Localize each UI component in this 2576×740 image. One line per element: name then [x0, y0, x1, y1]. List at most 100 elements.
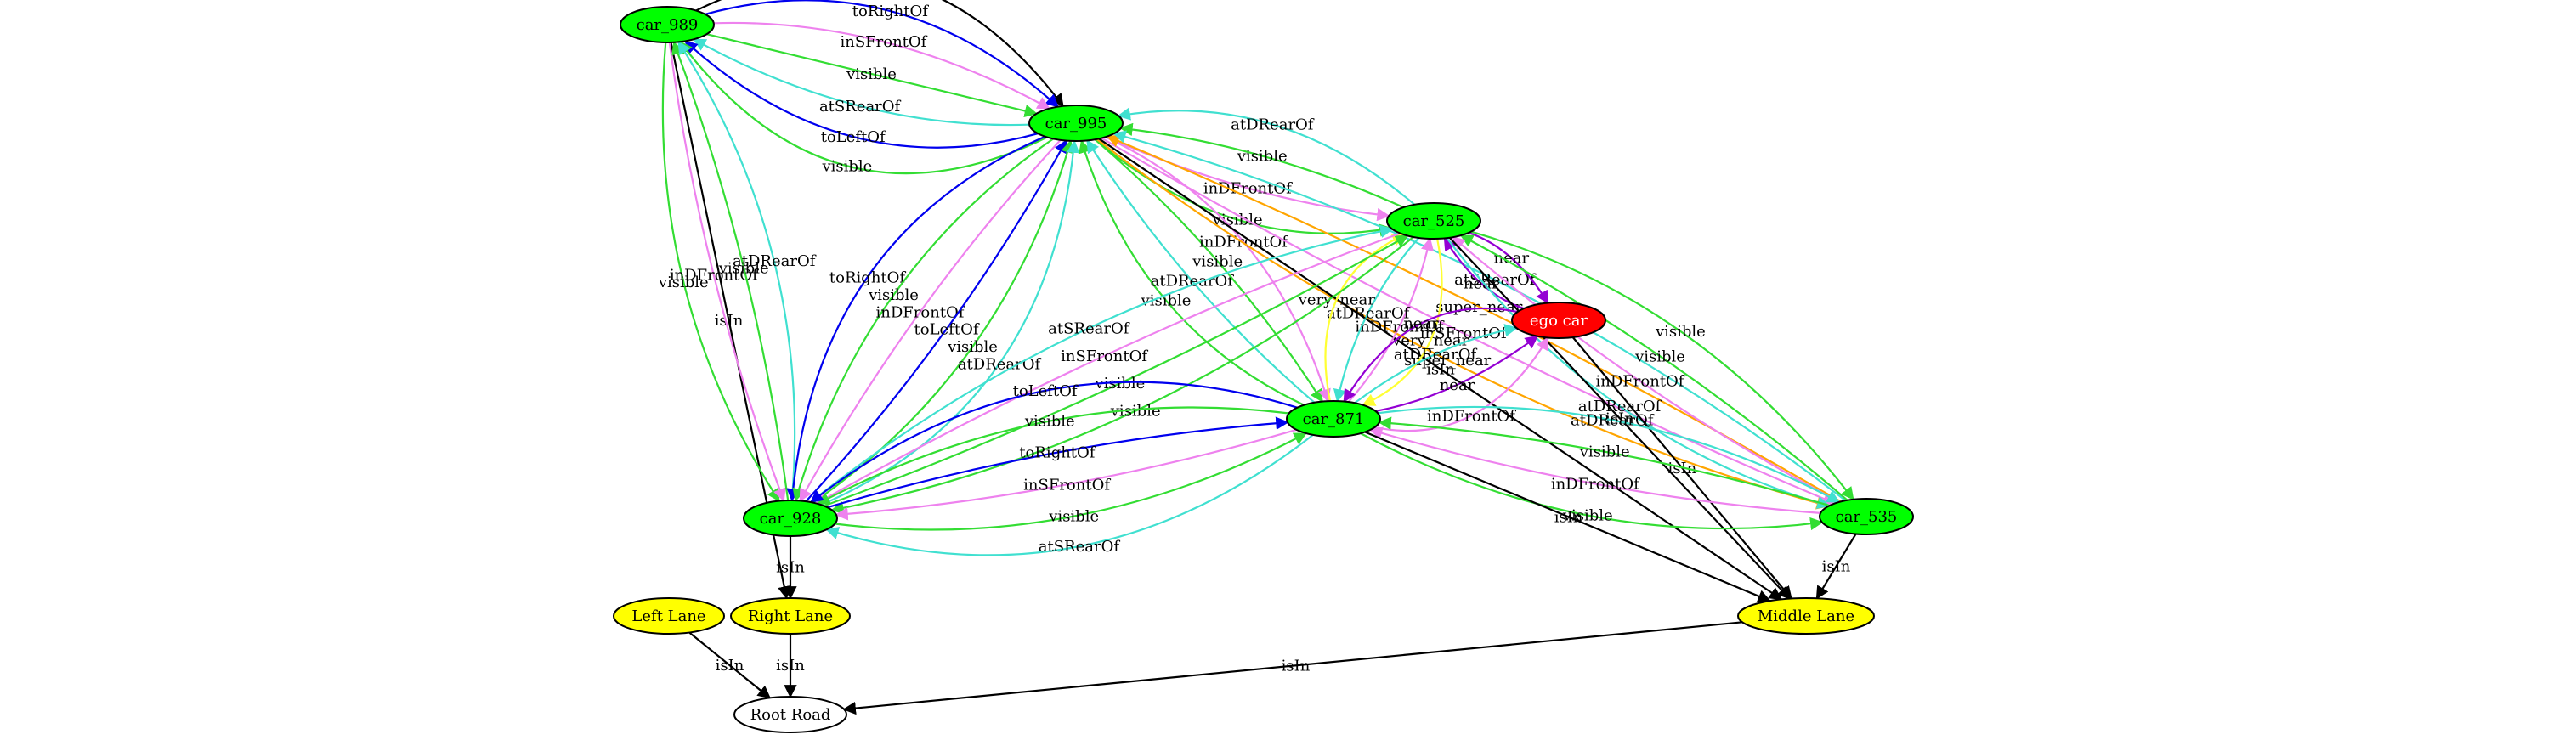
edge-label: atDRearOf — [1231, 116, 1315, 133]
edge-car_525-car_871-atDRearOf — [1333, 237, 1420, 403]
edge-label: inSFrontOf — [840, 33, 927, 51]
edge-label: atDRearOf — [958, 356, 1042, 374]
edge-label: visible — [947, 338, 998, 356]
edge-car_525-car_871-very_near — [1362, 238, 1443, 406]
edge-label: near — [1464, 274, 1499, 292]
edge-car_928-car_995-toLeftOf — [805, 139, 1067, 502]
node-label: ego car — [1530, 312, 1588, 330]
node-label: Middle Lane — [1758, 607, 1854, 625]
node-shape — [613, 597, 725, 635]
node-shape — [733, 696, 847, 733]
edge-label: inDFrontOf — [1427, 407, 1516, 425]
edge-label: atSRearOf — [819, 98, 902, 116]
edge-label: atDRearOf — [733, 252, 817, 270]
edge-car_535-car_871-visible — [1378, 416, 1830, 507]
edge-label: inDFrontOf — [1551, 475, 1640, 493]
node-right-lane: Right Lane — [730, 597, 851, 635]
edge-label: visible — [1192, 253, 1243, 271]
edge-car_989-car_995-inSFrontOf — [713, 21, 1051, 110]
node-label: car_989 — [637, 16, 699, 34]
node-shape — [1511, 302, 1606, 339]
edge-label: visible — [1110, 403, 1161, 421]
edge-label: very_near — [1298, 291, 1376, 308]
edge-label: isIn — [1426, 361, 1455, 379]
edge-car_989-car_928-visible — [661, 42, 780, 502]
edge-label: very_near — [1391, 332, 1469, 350]
node-ego-car: ego car — [1511, 302, 1606, 339]
edge-label: visible — [1237, 148, 1288, 166]
edge-car_525-ego_car-near — [1468, 231, 1549, 304]
edge-label: isIn — [1668, 460, 1697, 477]
edge-car_871-car_995-atDRearOf — [1086, 139, 1316, 404]
edge-car_995-car_525-inDFrontOf — [1106, 135, 1390, 222]
edge-car_989-car_928-inDFrontOf — [668, 42, 786, 502]
edge-car_535-car_995-super_near — [1106, 134, 1842, 503]
edge-label: toRightOf — [852, 3, 929, 20]
node-label: car_995 — [1045, 115, 1107, 133]
edge-label: isIn — [1822, 557, 1851, 575]
edge-label: visible — [1024, 413, 1075, 431]
edge-label: inDFrontOf — [1596, 373, 1685, 391]
edge-car_871-car_928-atSRearOf — [825, 434, 1314, 556]
edge-label: toRightOf — [1019, 444, 1096, 462]
edge-car_525-car_535-visible — [1470, 230, 1854, 501]
edge-label: inSFrontOf — [1023, 476, 1111, 494]
edge-label: isIn — [776, 559, 805, 577]
edge-car_871-car_535-visible — [1360, 432, 1824, 531]
node-car-525: car_525 — [1386, 202, 1481, 240]
edge-label: inDFrontOf — [1203, 179, 1293, 197]
edge-car_989-car_995-toRightOf — [705, 0, 1059, 108]
edge-car_995-car_535-inSFrontOf — [1101, 137, 1837, 506]
edge-car_525-car_995-atDRearOf — [1117, 107, 1416, 206]
node-root-road: Root Road — [733, 696, 847, 733]
edge-car_871-middle_lane-isIn — [1364, 431, 1771, 602]
edge-label: super_near — [1404, 352, 1492, 370]
edge-label: visible — [1048, 508, 1099, 526]
node-shape — [1737, 597, 1875, 635]
node-car-871: car_871 — [1286, 400, 1381, 438]
edge-car_928-car_525-atSRearOf — [810, 224, 1394, 503]
edge-car_995-car_525-visible — [1094, 138, 1393, 237]
edge-label: atSRearOf — [1454, 271, 1537, 289]
edge-label: toRightOf — [829, 268, 906, 286]
edge-car_995-car_989-visible — [679, 40, 1048, 175]
edge-ego_car-car_871-near — [1343, 307, 1518, 403]
edge-car_928-car_989-atDRearOf — [677, 41, 796, 501]
edge-label: visible — [1141, 292, 1192, 310]
edge-label: isIn — [1282, 657, 1311, 675]
node-shape — [1286, 400, 1381, 438]
edge-car_535-middle_lane-isIn — [1815, 533, 1857, 600]
node-shape — [1386, 202, 1481, 240]
edge-car_535-car_871-inDFrontOf — [1369, 426, 1821, 514]
edge-middle_lane-root_road-isIn — [842, 621, 1743, 715]
node-car-989: car_989 — [620, 6, 715, 43]
edge-car_995-car_871-visible — [1094, 138, 1323, 403]
edge-label: visible — [868, 286, 919, 304]
edge-car_871-car_525-very_near — [1324, 234, 1406, 402]
edge-car_995-car_928-visible — [792, 138, 1054, 502]
edge-label: near — [1403, 315, 1439, 333]
edge-car_995-car_928-inDFrontOf — [799, 139, 1062, 502]
edge-car_871-ego_car-inDFrontOf — [1374, 336, 1549, 432]
node-label: Right Lane — [748, 607, 833, 625]
edge-car_995-car_989-toLeftOf — [684, 40, 1039, 149]
edge-car_871-car_928-visible — [816, 406, 1289, 505]
edge-car_871-ego_car-near — [1375, 335, 1539, 412]
edge-label: atDRearOf — [1571, 411, 1655, 429]
edge-label: atDRearOf — [1394, 346, 1478, 364]
node-label: Root Road — [750, 706, 831, 724]
edge-car_989-car_995-visible — [706, 33, 1038, 118]
edge-car_525-middle_lane-isIn — [1448, 237, 1791, 600]
edge-car_928-car_525-visible — [824, 234, 1409, 507]
edge-label: isIn — [716, 657, 744, 675]
edge-label: near — [1494, 250, 1530, 268]
edge-label: near — [1440, 376, 1475, 394]
edge-car_871-car_525-inDFrontOf — [1347, 237, 1435, 403]
edge-label: toLeftOf — [1013, 382, 1079, 400]
edge-car_871-car_928-toLeftOf — [809, 381, 1298, 504]
node-left-lane: Left Lane — [613, 597, 725, 635]
edge-car_995-car_535-super_near — [1096, 138, 1830, 510]
edge-label: visible — [1094, 375, 1145, 393]
